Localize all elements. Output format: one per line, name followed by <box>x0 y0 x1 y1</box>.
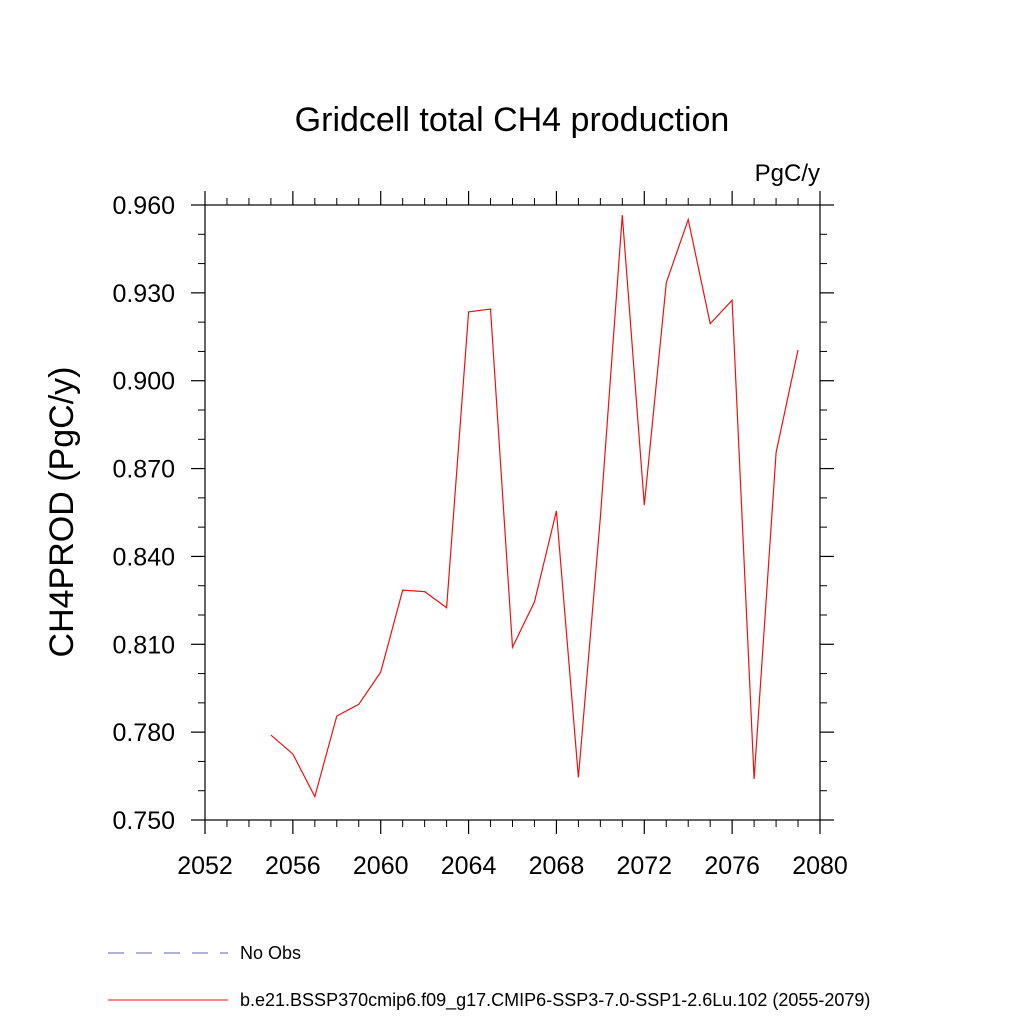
legend: No Obs b.e21.BSSP370cmip6.f09_g17.CMIP6-… <box>108 943 870 1011</box>
y-tick-label: 0.930 <box>112 280 175 308</box>
x-tick-label: 2052 <box>177 852 233 880</box>
y-tick-label: 0.960 <box>112 192 175 220</box>
axis-ticks: 2052 2056 2060 2064 2068 2072 2076 2080 0.750 0.7… <box>112 191 848 880</box>
x-tick-label: 2060 <box>353 852 409 880</box>
x-tick-label: 2056 <box>265 852 321 880</box>
chart-title: Gridcell total CH4 production <box>295 101 730 139</box>
y-tick-label: 0.780 <box>112 719 175 747</box>
x-tick-label: 2064 <box>441 852 497 880</box>
plot-frame <box>204 204 821 821</box>
data-series <box>270 215 799 799</box>
x-tick-label: 2080 <box>792 852 848 880</box>
units-label: PgC/y <box>755 160 820 187</box>
y-axis-label: CH4PROD (PgC/y) <box>43 367 81 658</box>
y-tick-label: 0.900 <box>112 368 175 396</box>
y-tick-label: 0.810 <box>112 631 175 659</box>
x-tick-label: 2068 <box>529 852 585 880</box>
x-tick-label: 2076 <box>704 852 760 880</box>
x-tick-label: 2072 <box>616 852 672 880</box>
y-tick-label: 0.750 <box>112 807 175 835</box>
legend-label-model-run: b.e21.BSSP370cmip6.f09_g17.CMIP6-SSP3-7.… <box>240 990 870 1011</box>
y-tick-label: 0.870 <box>112 456 175 484</box>
legend-label-no-obs: No Obs <box>240 943 301 963</box>
series-line <box>270 215 799 799</box>
y-tick-label: 0.840 <box>112 543 175 571</box>
series-line-path <box>270 215 799 799</box>
